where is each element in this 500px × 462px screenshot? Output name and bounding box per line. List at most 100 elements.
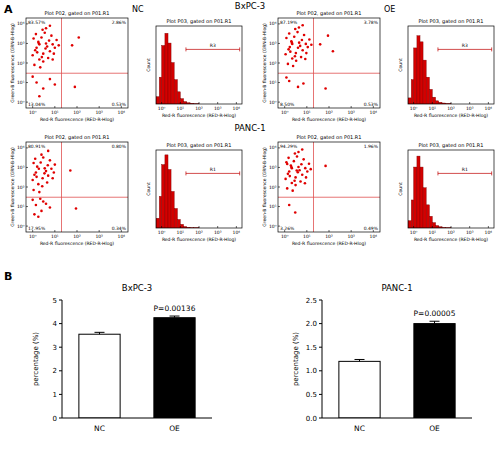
quadrant-label: 0.53% [112,102,127,107]
y-tick [319,323,322,324]
event-dot [33,174,36,177]
x-tick [236,102,237,104]
y-axis [322,300,323,418]
plot-frame [278,18,380,108]
bar [154,318,195,418]
event-dot [299,45,302,48]
event-dot [50,34,53,37]
x-tick [469,102,470,104]
x-tick [217,226,218,228]
event-dot [39,66,42,69]
event-dot [32,162,35,165]
error-cap [170,316,180,317]
x-tick-label: 10¹ [303,234,311,239]
event-dot [77,36,80,39]
event-dot [42,200,45,203]
y-tick-label: 2.0 [306,320,317,328]
x-tick-label: 10⁰ [281,234,289,239]
y-tick-label: 10³ [17,165,25,170]
y-tick-label: 5 [53,297,57,305]
event-dot [46,45,49,48]
y-tick-label: 10¹ [17,204,25,209]
gate-line [61,142,62,232]
y-tick [319,418,322,419]
histogram-bar [162,46,165,105]
event-dot [286,163,289,166]
plot-frame [278,142,380,232]
x-tick [432,102,433,104]
region-line [186,49,240,50]
histogram-bar [408,221,411,228]
x-tick-label: 10³ [466,230,474,235]
event-dot [298,26,301,29]
x-tick [488,226,489,228]
event-dot [71,44,74,47]
x-axis [322,418,472,419]
histogram-bar [417,36,420,104]
x-tick-label: 10¹ [177,230,185,235]
error-bar [95,332,105,334]
x-tick [351,230,352,232]
x-tick [54,230,55,232]
event-dot [332,50,335,53]
event-dot [44,47,47,50]
y-tick-label: 10³ [269,165,277,170]
plot-frame [156,26,242,104]
x-tick-label: 10¹ [177,106,185,111]
plot-frame [408,26,494,104]
event-dot [37,215,40,218]
error-bar [430,321,440,323]
event-dot [293,35,296,38]
x-tick-label: 10¹ [429,230,437,235]
region-end [185,47,186,51]
region-marker [186,171,240,175]
event-dot [43,32,46,35]
event-dot [35,81,38,84]
gate-line [278,197,380,198]
event-dot [292,65,295,68]
y-tick [59,418,62,419]
x-tick-label: 10² [325,234,333,239]
event-dot [296,31,299,34]
plot-area [156,155,240,228]
event-dot [31,54,34,57]
histogram-bar [429,216,432,228]
y-tick-label: 10⁰ [269,100,277,105]
gate-line [278,73,380,74]
event-dot [46,164,49,167]
y-tick [59,347,62,348]
event-dot [295,52,298,55]
event-dot [293,160,296,163]
event-dot [35,33,38,36]
x-tick [451,102,452,104]
x-axis-label: Red-R fluorescence (RED-R-Hlog) [414,237,488,242]
bar [339,361,380,418]
event-dot [302,158,305,161]
x-tick-label: NC [354,424,365,433]
event-dot [48,39,51,42]
x-tick-label: 10¹ [51,234,59,239]
x-axis-label: Red-R fluorescence (RED-R-Hlog) [40,117,114,122]
event-dot [298,41,301,44]
event-dot [41,28,44,31]
histogram-bar [165,155,168,228]
event-dot [294,184,297,187]
quadrant-label: 0.53% [364,102,379,107]
quadrant-label: 13.04% [28,102,46,107]
histogram-bar [171,191,174,228]
x-tick [306,230,307,232]
x-axis-label: Red-R fluorescence (RED-R-Hlog) [414,113,488,118]
plot-area [278,142,380,232]
event-dot [42,60,45,63]
event-dot [33,64,36,67]
histogram-bar [156,97,159,104]
y-tick [278,187,280,188]
event-dot [35,46,38,49]
y-tick [278,82,280,83]
y-axis-label: Green-B fluorescence (GRN-B-Hlog) [262,147,267,227]
event-dot [40,153,43,156]
y-tick-label: 10² [269,61,277,66]
region-marker [186,47,240,51]
y-tick [278,63,280,64]
y-tick-label: 10² [17,185,25,190]
